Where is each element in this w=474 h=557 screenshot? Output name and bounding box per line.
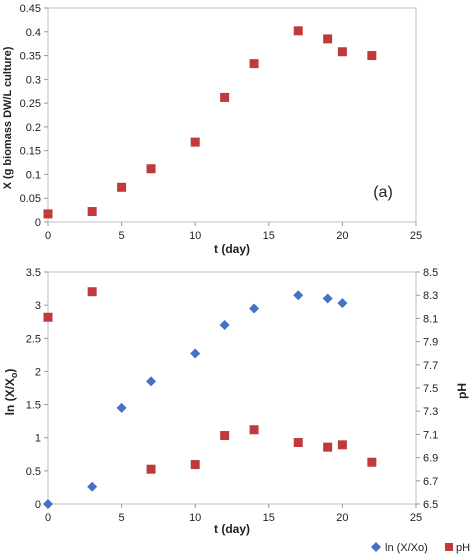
left-y-tick-label: 0.5 bbox=[26, 466, 41, 478]
ph-point bbox=[337, 440, 347, 450]
right-y-tick-label: 8.3 bbox=[423, 290, 438, 302]
ln-point bbox=[116, 402, 127, 413]
biomass-point bbox=[87, 207, 97, 217]
right-y-tick-label: 7.3 bbox=[423, 406, 438, 418]
ln-point bbox=[322, 293, 333, 304]
right-y-tick-label: 7.9 bbox=[423, 337, 438, 349]
legend-label-ph: pH bbox=[456, 542, 470, 554]
chart-ln-ph-points bbox=[43, 287, 377, 509]
ph-point bbox=[146, 464, 156, 474]
left-y-tick-label: 2 bbox=[35, 366, 41, 378]
right-y-tick-label: 7.5 bbox=[423, 383, 438, 395]
chart-ln-ph-x-label: t (day) bbox=[214, 522, 250, 536]
right-y-tick-label: 7.1 bbox=[423, 429, 438, 441]
ln-point bbox=[337, 298, 348, 309]
ph-point bbox=[293, 438, 303, 448]
x-tick-label: 25 bbox=[410, 512, 422, 524]
y-tick-label: 0.25 bbox=[20, 98, 41, 110]
ln-point bbox=[190, 348, 201, 359]
y-tick-label: 0.05 bbox=[20, 193, 41, 205]
biomass-point bbox=[117, 182, 127, 192]
right-y-tick-label: 6.7 bbox=[423, 476, 438, 488]
chart-biomass-plot-frame bbox=[47, 7, 417, 223]
chart-biomass-y-label: X (g biomass DW/L culture) bbox=[2, 46, 14, 189]
x-tick-label: 10 bbox=[189, 230, 201, 242]
left-y-label-subscript: o bbox=[9, 372, 19, 378]
y-tick-label: 0.15 bbox=[20, 146, 41, 158]
left-y-tick-label: 3 bbox=[35, 300, 41, 312]
biomass-point bbox=[249, 59, 259, 69]
biomass-point bbox=[337, 47, 347, 57]
ln-point bbox=[219, 320, 230, 331]
ph-point bbox=[190, 460, 200, 470]
y-tick-label: 0.4 bbox=[26, 27, 41, 39]
chart-ln-ph-right-y-label: pH bbox=[455, 383, 469, 399]
x-tick-label: 25 bbox=[410, 230, 422, 242]
y-tick-label: 0.35 bbox=[20, 51, 41, 63]
y-tick-label: 0 bbox=[35, 217, 41, 229]
right-y-tick-label: 7.7 bbox=[423, 360, 438, 372]
biomass-point bbox=[323, 34, 333, 44]
ph-point bbox=[249, 425, 259, 435]
legend-label-ln: ln (X/Xo) bbox=[385, 542, 428, 554]
chart-ln-ph: 0 5 10 15 20 25 0 0.5 1 1.5 2 2.5 3 3.5 6.5 6.7 6.9 7.1… bbox=[3, 267, 470, 554]
left-y-tick-label: 0 bbox=[35, 499, 41, 511]
right-y-tick-label: 6.5 bbox=[423, 499, 438, 511]
chart-biomass-annotation: (a) bbox=[373, 184, 393, 201]
chart-ln-ph-x-ticks: 0 5 10 15 20 25 bbox=[45, 504, 422, 524]
left-y-label-prefix: ln (X/X bbox=[3, 378, 17, 415]
chart-ln-ph-plot-frame bbox=[47, 271, 417, 505]
biomass-point bbox=[293, 26, 303, 36]
x-tick-label: 5 bbox=[119, 230, 125, 242]
x-tick-label: 0 bbox=[45, 512, 51, 524]
chart-ln-ph-legend: ln (X/Xo) pH bbox=[371, 542, 470, 554]
ph-point bbox=[43, 312, 53, 322]
legend-square-marker bbox=[445, 543, 453, 551]
ln-point bbox=[146, 376, 157, 387]
y-tick-label: 0.2 bbox=[26, 122, 41, 134]
chart-ln-ph-left-y-ticks: 0 0.5 1 1.5 2 2.5 3 3.5 bbox=[26, 267, 48, 511]
ln-point bbox=[293, 290, 304, 301]
y-tick-label: 0.1 bbox=[26, 169, 41, 181]
left-y-label-suffix: ) bbox=[3, 369, 17, 373]
biomass-point bbox=[43, 209, 53, 219]
chart-biomass-x-label: t (day) bbox=[214, 242, 250, 256]
left-y-tick-label: 1.5 bbox=[26, 400, 41, 412]
ln-point bbox=[249, 303, 260, 314]
chart-biomass-x-ticks: 0 5 10 15 20 25 bbox=[45, 222, 422, 242]
legend-diamond-marker bbox=[371, 542, 381, 552]
ph-point bbox=[323, 442, 333, 452]
x-tick-label: 10 bbox=[189, 512, 201, 524]
chart-ln-ph-right-y-ticks: 6.5 6.7 6.9 7.1 7.3 7.5 7.7 7.9 8.1 8.3 8.5 bbox=[416, 267, 438, 511]
chart-biomass-y-ticks: 0 0.05 0.1 0.15 0.2 0.25 0.3 0.35 0.4 0.45 bbox=[20, 3, 48, 229]
x-tick-label: 20 bbox=[336, 512, 348, 524]
ln-point bbox=[43, 499, 53, 509]
x-tick-label: 20 bbox=[336, 230, 348, 242]
ph-point bbox=[220, 431, 230, 441]
x-tick-label: 15 bbox=[263, 230, 275, 242]
x-tick-label: 5 bbox=[119, 512, 125, 524]
right-y-tick-label: 8.5 bbox=[423, 267, 438, 279]
y-tick-label: 0.3 bbox=[26, 74, 41, 86]
x-tick-label: 0 bbox=[45, 230, 51, 242]
y-tick-label: 0.45 bbox=[20, 3, 41, 15]
right-y-tick-label: 8.1 bbox=[423, 313, 438, 325]
chart-biomass: 0 5 10 15 20 25 0 0.05 0.1 0.15 0.2 0.25 0.3 0.35 0.4… bbox=[2, 3, 422, 256]
ph-point bbox=[87, 287, 97, 297]
ln-point bbox=[87, 481, 98, 492]
biomass-point bbox=[367, 51, 377, 61]
left-y-tick-label: 2.5 bbox=[26, 333, 41, 345]
x-tick-label: 15 bbox=[263, 512, 275, 524]
biomass-point bbox=[190, 137, 200, 147]
biomass-point bbox=[146, 164, 156, 174]
right-y-tick-label: 6.9 bbox=[423, 453, 438, 465]
ph-point bbox=[367, 457, 377, 467]
chart-ln-ph-left-y-label: ln (X/Xo) bbox=[3, 369, 19, 416]
chart-biomass-points bbox=[43, 26, 377, 219]
left-y-tick-label: 3.5 bbox=[26, 267, 41, 279]
left-y-tick-label: 1 bbox=[35, 433, 41, 445]
biomass-point bbox=[220, 92, 230, 102]
